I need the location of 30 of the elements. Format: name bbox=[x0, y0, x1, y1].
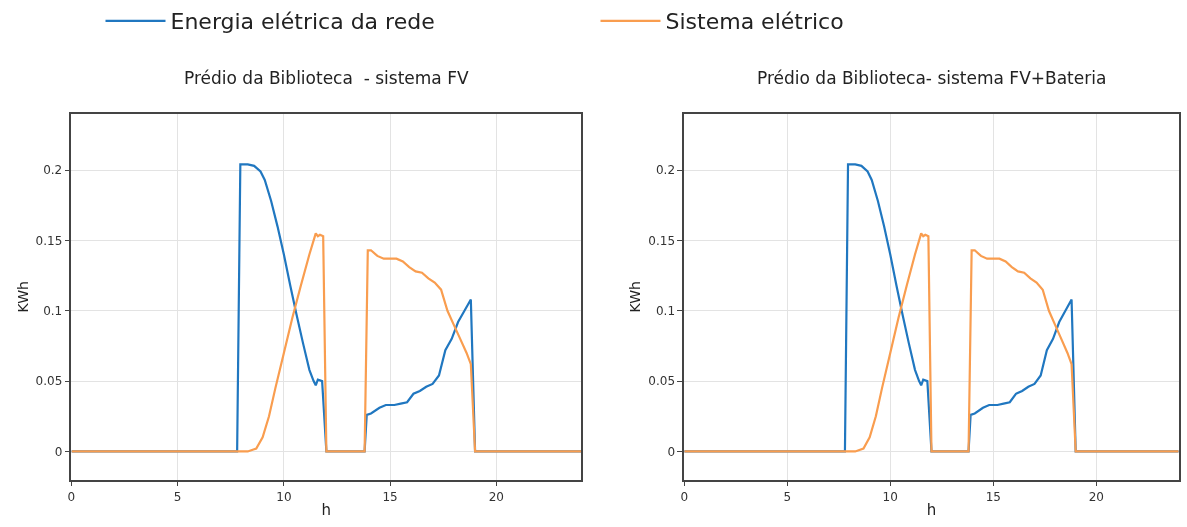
y-tick-label: 0.05 bbox=[35, 374, 63, 389]
y-tick-label: 0.2 bbox=[43, 163, 63, 178]
y-tick-label: 0.15 bbox=[35, 233, 63, 248]
line-series bbox=[684, 232, 1179, 453]
y-tick-label: 0.1 bbox=[43, 303, 63, 318]
chart-title: Prédio da Biblioteca - sistema FV bbox=[184, 68, 469, 88]
x-tick-label: 0 bbox=[67, 489, 76, 504]
y-tick-label: 0 bbox=[667, 444, 676, 459]
y-tick-label: 0.05 bbox=[648, 374, 676, 389]
x-tick-label: 0 bbox=[680, 489, 689, 504]
x-axis-title: h bbox=[321, 501, 332, 520]
legend-label: Sistema elétrico bbox=[665, 9, 844, 35]
x-tick-label: 10 bbox=[882, 489, 898, 504]
y-tick-label: 0.2 bbox=[655, 163, 676, 178]
y-axis-title: KWh bbox=[14, 281, 31, 313]
x-tick-label: 10 bbox=[276, 489, 292, 504]
legend-label: Energia elétrica da rede bbox=[170, 9, 435, 35]
y-tick-label: 0.15 bbox=[648, 233, 676, 248]
x-tick-label: 20 bbox=[488, 489, 504, 504]
x-tick-label: 20 bbox=[1088, 489, 1104, 504]
chart-title: Prédio da Biblioteca- sistema FV+Bateria bbox=[757, 68, 1107, 88]
x-tick-label: 5 bbox=[173, 489, 182, 504]
y-axis-title: KWh bbox=[627, 281, 644, 313]
x-tick-label: 15 bbox=[985, 489, 1001, 504]
line-series bbox=[71, 232, 582, 453]
x-tick-label: 15 bbox=[382, 489, 398, 504]
x-tick-label: 5 bbox=[783, 489, 792, 504]
y-tick-label: 0.1 bbox=[655, 303, 676, 318]
y-tick-label: 0 bbox=[54, 444, 63, 459]
x-axis-title: h bbox=[926, 501, 937, 520]
